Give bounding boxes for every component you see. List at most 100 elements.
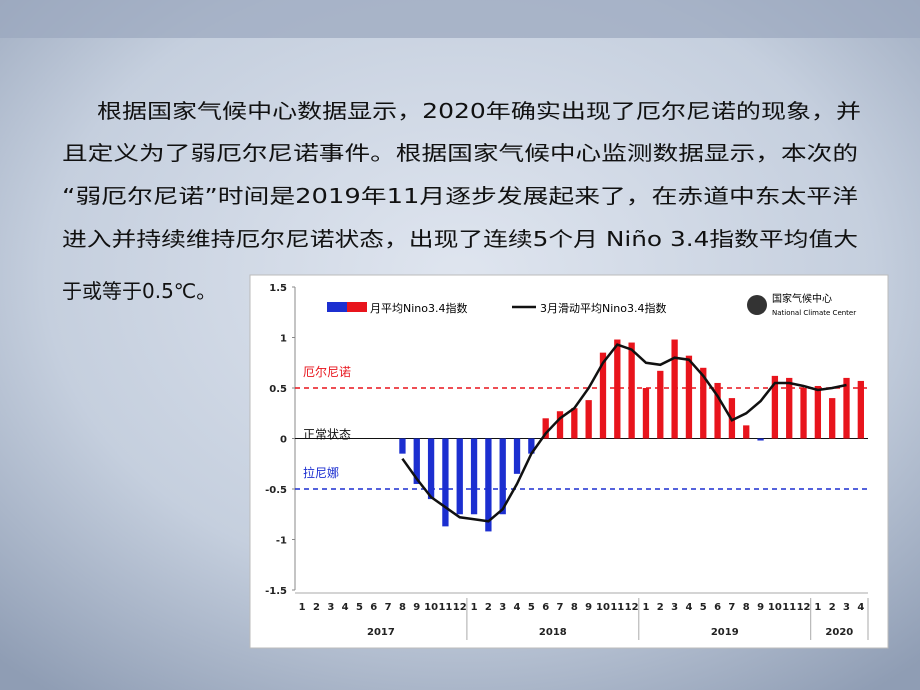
x-tick-label: 3 — [499, 602, 506, 613]
x-tick-label: 1 — [642, 602, 649, 613]
bar — [671, 339, 678, 439]
x-tick-label: 1 — [299, 602, 306, 613]
reference-label: 厄尔尼诺 — [303, 364, 351, 379]
bar — [657, 370, 664, 439]
x-tick-label: 5 — [356, 602, 363, 613]
x-tick-label: 3 — [671, 602, 678, 613]
x-tick-label: 5 — [528, 602, 535, 613]
bar — [700, 367, 707, 439]
paragraph-line: 于或等于0.5℃。 — [62, 279, 216, 303]
year-label: 2017 — [367, 627, 395, 638]
x-tick-label: 12 — [625, 602, 639, 613]
x-tick-label: 2 — [313, 602, 320, 613]
bar — [628, 342, 635, 439]
bar — [614, 339, 621, 439]
bar — [685, 355, 693, 439]
logo-name: 国家气候中心 — [772, 292, 832, 305]
year-label: 2018 — [539, 627, 567, 638]
x-tick-label: 9 — [757, 602, 764, 613]
y-tick-label: -1.5 — [265, 586, 287, 597]
legend-swatch — [347, 302, 367, 312]
paragraph-line: 且定义为了弱厄尔尼诺事件。根据国家气候中心监测数据显示，本次的 — [62, 141, 858, 165]
x-tick-label: 7 — [728, 602, 735, 613]
x-tick-label: 10 — [768, 602, 782, 613]
bar — [786, 377, 793, 439]
x-tick-label: 10 — [424, 602, 438, 613]
bar — [757, 438, 764, 441]
bar — [427, 438, 435, 500]
y-tick-label: 0.5 — [269, 384, 287, 395]
year-label: 2020 — [825, 627, 853, 638]
bar — [743, 425, 750, 439]
bar — [485, 438, 492, 532]
paragraph-line: “弱厄尔尼诺”时间是2019年11月逐步发展起来了，在赤道中东太平洋 — [62, 184, 858, 208]
x-tick-label: 8 — [399, 602, 406, 613]
bar — [442, 438, 449, 527]
x-tick-label: 11 — [610, 602, 624, 613]
x-tick-label: 11 — [782, 602, 796, 613]
bar — [513, 438, 521, 474]
x-tick-label: 1 — [471, 602, 478, 613]
bar — [542, 418, 549, 439]
bar — [771, 375, 779, 439]
bar — [857, 380, 864, 439]
x-tick-label: 4 — [685, 602, 692, 613]
bar — [571, 408, 578, 439]
x-tick-label: 11 — [438, 602, 452, 613]
bar — [814, 385, 822, 439]
x-tick-label: 3 — [843, 602, 850, 613]
legend-label: 3月滑动平均Nino3.4指数 — [540, 301, 666, 315]
x-tick-label: 6 — [714, 602, 721, 613]
paragraph-line: 根据国家气候中心数据显示，2020年确实出现了厄尔尼诺的现象，并 — [97, 99, 861, 123]
y-tick-label: 1 — [280, 334, 287, 345]
x-tick-label: 9 — [585, 602, 592, 613]
x-tick-label: 4 — [514, 602, 521, 613]
bar — [599, 352, 607, 439]
top-band — [0, 0, 920, 38]
bar — [642, 388, 650, 439]
x-tick-label: 2 — [657, 602, 664, 613]
y-tick-label: -1 — [276, 536, 287, 547]
reference-label: 正常状态 — [303, 428, 351, 442]
x-tick-label: 8 — [743, 602, 750, 613]
bar — [470, 438, 478, 515]
bar — [714, 382, 721, 439]
bar — [456, 438, 463, 515]
bar — [800, 388, 807, 439]
year-label: 2019 — [711, 627, 739, 638]
bar — [399, 438, 406, 454]
line — [401, 343, 847, 523]
y-tick-label: -0.5 — [265, 485, 287, 496]
legend-label: 月平均Nino3.4指数 — [370, 301, 467, 315]
logo-english: National Climate Center — [772, 309, 856, 317]
x-tick-label: 7 — [557, 602, 564, 613]
bar — [829, 398, 836, 439]
bar — [528, 438, 535, 454]
x-tick-label: 2 — [485, 602, 492, 613]
x-tick-label: 10 — [596, 602, 610, 613]
x-tick-label: 12 — [797, 602, 811, 613]
bar — [585, 400, 592, 439]
x-tick-label: 1 — [814, 602, 821, 613]
x-tick-label: 8 — [571, 602, 578, 613]
chart-panel — [249, 274, 889, 649]
legend-swatch — [327, 302, 347, 312]
x-tick-label: 7 — [385, 602, 392, 613]
y-tick-label: 1.5 — [269, 283, 287, 294]
logo-icon — [747, 295, 767, 315]
reference-label: 拉尼娜 — [303, 465, 339, 480]
bar — [556, 411, 564, 439]
x-tick-label: 5 — [700, 602, 707, 613]
x-tick-label: 9 — [413, 602, 420, 613]
x-tick-label: 6 — [370, 602, 377, 613]
y-tick-label: 0 — [280, 435, 287, 446]
x-tick-label: 4 — [342, 602, 349, 613]
x-tick-label: 12 — [453, 602, 467, 613]
bar — [843, 377, 850, 439]
x-tick-label: 6 — [542, 602, 549, 613]
bar — [413, 438, 420, 484]
bar — [499, 438, 506, 515]
x-tick-label: 4 — [857, 602, 864, 613]
paragraph-line: 进入并持续维持厄尔尼诺状态，出现了连续5个月 Niño 3.4指数平均值大 — [62, 227, 858, 251]
